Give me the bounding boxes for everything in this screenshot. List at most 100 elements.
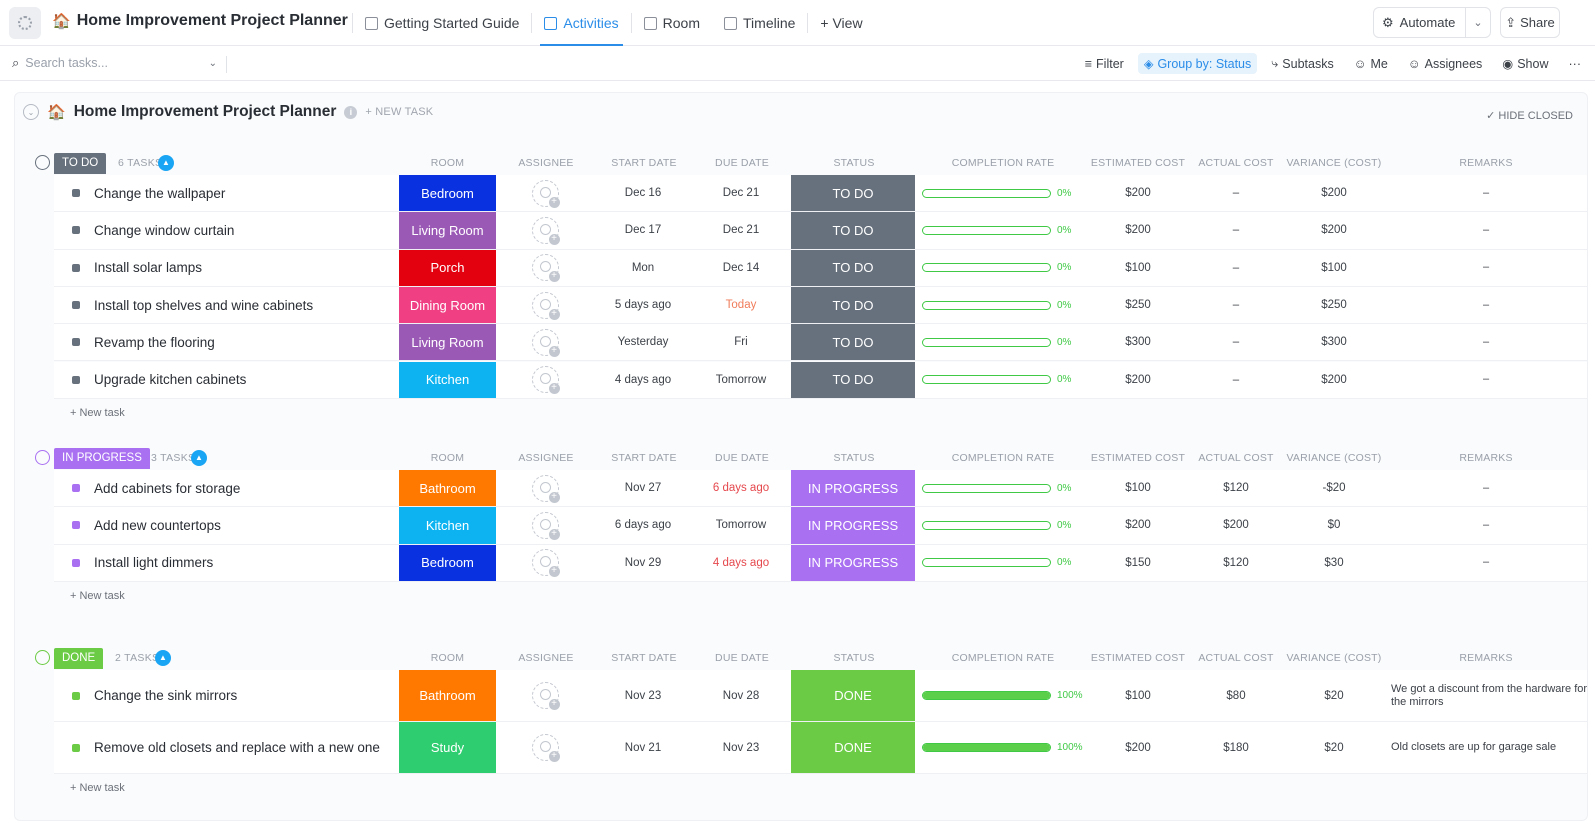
room-tag[interactable]: Living Room	[399, 212, 496, 249]
info-icon[interactable]: i	[344, 105, 358, 119]
status-tag[interactable]: DONE	[791, 670, 915, 721]
column-header[interactable]: DUE DATE	[715, 157, 769, 169]
room-tag[interactable]: Bedroom	[399, 175, 496, 212]
table-row[interactable]: Install light dimmers Bedroom Nov 29 4 days…	[54, 544, 1587, 582]
tab-timeline[interactable]: Timeline	[712, 0, 807, 46]
actual-cost[interactable]: –	[1232, 261, 1240, 274]
add-assignee-icon[interactable]	[531, 254, 560, 283]
due-date[interactable]: 6 days ago	[712, 482, 770, 495]
remarks[interactable]: –	[1482, 556, 1490, 569]
due-date[interactable]: Tomorrow	[715, 519, 767, 532]
start-date[interactable]: Yesterday	[617, 336, 669, 349]
automate-button[interactable]: ⚙ Automate ⌄	[1373, 7, 1491, 38]
due-date[interactable]: Nov 23	[722, 741, 760, 754]
group-status-badge[interactable]: IN PROGRESS	[54, 448, 150, 469]
column-header[interactable]: STATUS	[833, 157, 875, 169]
group-status-badge[interactable]: TO DO	[54, 153, 107, 174]
add-assignee-icon[interactable]	[531, 682, 560, 710]
assignee-cell[interactable]	[496, 470, 594, 506]
actual-cost[interactable]: –	[1232, 299, 1240, 312]
assignee-cell[interactable]	[496, 722, 594, 773]
column-header[interactable]: ROOM	[430, 157, 465, 169]
due-date[interactable]: 4 days ago	[712, 556, 770, 569]
column-header[interactable]: ACTUAL COST	[1198, 157, 1274, 169]
column-header[interactable]: START DATE	[611, 652, 677, 664]
collapse-group-icon[interactable]	[35, 450, 50, 465]
actual-cost[interactable]: –	[1232, 224, 1240, 237]
add-task-button[interactable]: + New task	[70, 406, 125, 419]
due-date[interactable]: Tomorrow	[715, 373, 767, 386]
actual-cost[interactable]: $120	[1223, 482, 1249, 495]
chevron-down-icon[interactable]: ⌄	[1473, 17, 1483, 29]
due-date[interactable]: Fri	[734, 336, 748, 349]
column-header[interactable]: VARIANCE (COST)	[1286, 452, 1382, 464]
remarks[interactable]: –	[1482, 223, 1490, 236]
status-tag[interactable]: IN PROGRESS	[791, 544, 915, 581]
collapse-up-icon[interactable]: ▲	[191, 450, 207, 466]
due-date[interactable]: Today	[725, 299, 757, 312]
start-date[interactable]: Nov 27	[624, 482, 662, 495]
task-name-cell[interactable]: Install top shelves and wine cabinets	[54, 287, 313, 323]
due-date[interactable]: Dec 21	[722, 187, 760, 200]
column-header[interactable]: ESTIMATED COST	[1090, 452, 1186, 464]
task-name[interactable]: Install solar lamps	[94, 260, 203, 276]
column-header[interactable]: REMARKS	[1459, 157, 1513, 169]
actual-cost[interactable]: $200	[1223, 519, 1249, 532]
assignees-button[interactable]: ☺ Assignees	[1402, 54, 1488, 74]
add-assignee-icon[interactable]	[531, 474, 560, 503]
tab-activities[interactable]: Activities	[532, 0, 630, 46]
status-tag[interactable]: IN PROGRESS	[791, 507, 915, 544]
tab-getting-started-guide[interactable]: Getting Started Guide	[353, 0, 531, 46]
column-header[interactable]: COMPLETION RATE	[951, 157, 1055, 169]
task-name-cell[interactable]: Change the sink mirrors	[54, 670, 237, 721]
start-date[interactable]: Nov 29	[624, 556, 662, 569]
hide-closed-button[interactable]: ✓ HIDE CLOSED	[1486, 110, 1573, 122]
table-row[interactable]: Add cabinets for storage Bathroom Nov 27 6 …	[54, 470, 1587, 508]
room-tag[interactable]: Study	[399, 722, 496, 773]
group-status-badge[interactable]: DONE	[54, 648, 104, 669]
estimated-cost[interactable]: $200	[1125, 187, 1151, 200]
actual-cost[interactable]: $80	[1226, 689, 1246, 702]
task-name[interactable]: Upgrade kitchen cabinets	[94, 372, 247, 388]
task-name[interactable]: Add new countertops	[94, 517, 221, 533]
assignee-cell[interactable]	[496, 670, 594, 721]
status-square-icon[interactable]	[72, 691, 80, 700]
due-date[interactable]: Dec 14	[722, 261, 760, 274]
task-name[interactable]: Remove old closets and replace with a ne…	[94, 740, 380, 755]
remarks[interactable]: We got a discount from the hardware for …	[1391, 682, 1588, 708]
remarks[interactable]: –	[1482, 373, 1490, 386]
status-tag[interactable]: DONE	[791, 722, 915, 773]
task-name[interactable]: Change window curtain	[94, 222, 235, 238]
column-header[interactable]: DUE DATE	[715, 652, 769, 664]
column-header[interactable]: REMARKS	[1459, 452, 1513, 464]
filter-button[interactable]: ≡ Filter	[1079, 54, 1130, 74]
column-header[interactable]: ASSIGNEE	[518, 652, 574, 664]
task-name-cell[interactable]: Change the wallpaper	[54, 175, 225, 211]
group-by-button[interactable]: ◈ Group by: Status	[1137, 53, 1258, 74]
status-tag[interactable]: TO DO	[791, 249, 915, 286]
table-row[interactable]: Change the sink mirrors Bathroom Nov 23 Nov…	[54, 670, 1588, 722]
table-row[interactable]: Install top shelves and wine cabinets Din…	[54, 286, 1587, 325]
due-date[interactable]: Nov 28	[722, 689, 760, 702]
column-header[interactable]: ESTIMATED COST	[1090, 652, 1186, 664]
table-row[interactable]: Revamp the flooring Living Room Yesterday F…	[54, 324, 1587, 362]
workspace-icon[interactable]	[9, 7, 41, 39]
start-date[interactable]: Nov 23	[624, 689, 662, 702]
collapse-group-icon[interactable]	[35, 650, 50, 665]
remarks[interactable]: –	[1482, 481, 1490, 494]
status-tag[interactable]: TO DO	[791, 286, 915, 324]
task-name-cell[interactable]: Remove old closets and replace with a ne…	[54, 722, 380, 773]
column-header[interactable]: ACTUAL COST	[1198, 452, 1274, 464]
me-button[interactable]: ☺ Me	[1348, 54, 1394, 74]
status-tag[interactable]: TO DO	[791, 361, 915, 398]
status-square-icon[interactable]	[72, 558, 80, 567]
column-header[interactable]: COMPLETION RATE	[951, 652, 1055, 664]
add-assignee-icon[interactable]	[531, 734, 560, 762]
table-row[interactable]: Change window curtain Living Room Dec 17 De…	[54, 212, 1587, 250]
add-task-button[interactable]: + New task	[70, 782, 125, 794]
estimated-cost[interactable]: $200	[1125, 519, 1151, 532]
column-header[interactable]: ESTIMATED COST	[1090, 157, 1186, 169]
add-assignee-icon[interactable]	[531, 328, 560, 357]
task-name-cell[interactable]: Install solar lamps	[54, 250, 202, 286]
start-date[interactable]: Mon	[631, 261, 655, 274]
